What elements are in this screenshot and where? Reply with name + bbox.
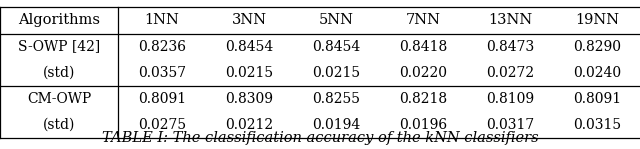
- Text: 0.0275: 0.0275: [138, 118, 186, 132]
- Text: 0.0240: 0.0240: [573, 66, 621, 80]
- Text: 0.0215: 0.0215: [225, 66, 273, 80]
- Text: 0.8473: 0.8473: [486, 40, 534, 53]
- Text: 0.0212: 0.0212: [225, 118, 273, 132]
- Text: 0.8236: 0.8236: [138, 40, 186, 53]
- Text: 0.8255: 0.8255: [312, 92, 360, 106]
- Text: 1NN: 1NN: [145, 14, 179, 27]
- Text: 0.0194: 0.0194: [312, 118, 360, 132]
- Text: 0.0317: 0.0317: [486, 118, 534, 132]
- Text: 0.0315: 0.0315: [573, 118, 621, 132]
- Text: 0.8091: 0.8091: [573, 92, 621, 106]
- Text: 0.8309: 0.8309: [225, 92, 273, 106]
- Text: Algorithms: Algorithms: [18, 14, 100, 27]
- Text: 0.0220: 0.0220: [399, 66, 447, 80]
- Text: 0.8218: 0.8218: [399, 92, 447, 106]
- Text: 0.0215: 0.0215: [312, 66, 360, 80]
- Text: 0.8091: 0.8091: [138, 92, 186, 106]
- Text: 0.0196: 0.0196: [399, 118, 447, 132]
- Text: 0.8454: 0.8454: [312, 40, 360, 53]
- Text: 7NN: 7NN: [406, 14, 440, 27]
- Text: TABLE I: The classification accuracy of the kNN classifiers: TABLE I: The classification accuracy of …: [102, 131, 539, 145]
- Text: 13NN: 13NN: [488, 14, 532, 27]
- Text: 0.8290: 0.8290: [573, 40, 621, 53]
- Text: 19NN: 19NN: [575, 14, 619, 27]
- Text: 0.0357: 0.0357: [138, 66, 186, 80]
- Text: 0.0272: 0.0272: [486, 66, 534, 80]
- Text: 3NN: 3NN: [232, 14, 266, 27]
- Text: 0.8109: 0.8109: [486, 92, 534, 106]
- Text: 0.8454: 0.8454: [225, 40, 273, 53]
- Text: CM-OWP: CM-OWP: [27, 92, 92, 106]
- Text: (std): (std): [43, 118, 76, 132]
- Text: (std): (std): [43, 66, 76, 80]
- Text: S-OWP [42]: S-OWP [42]: [18, 40, 100, 53]
- Text: 5NN: 5NN: [319, 14, 353, 27]
- Text: 0.8418: 0.8418: [399, 40, 447, 53]
